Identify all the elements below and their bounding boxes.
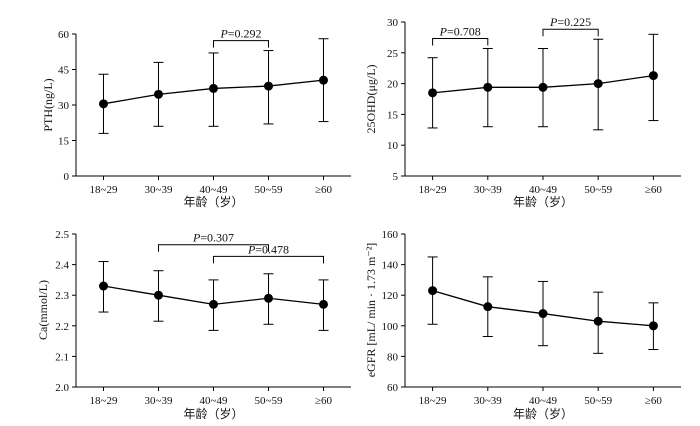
data-point bbox=[99, 99, 108, 109]
y-tick-label: 60 bbox=[387, 382, 399, 394]
y-axis-title: 25OHD(μg/L) bbox=[364, 64, 378, 133]
chart-panel-2: 5 10 15 20 25 30 18~29 30~39 40~49 50~59 ≥60 年龄（岁） 2… bbox=[364, 15, 681, 209]
x-axis-title: 年龄（岁） bbox=[183, 194, 243, 209]
x-tick-label: 40~49 bbox=[529, 395, 557, 407]
data-point bbox=[319, 75, 328, 85]
chart-panel-4: 60 80 100 120 140 160 18~29 30~39 40~49 50~59 ≥60 年… bbox=[364, 229, 681, 421]
y-tick-label: 120 bbox=[382, 290, 399, 302]
x-tick-label: ≥60 bbox=[315, 184, 333, 196]
significance-bracket bbox=[158, 244, 269, 252]
y-tick-label: 15 bbox=[58, 136, 70, 148]
data-point bbox=[154, 89, 163, 99]
x-axis-title: 年龄（岁） bbox=[183, 406, 243, 421]
x-tick-label: 50~59 bbox=[255, 395, 283, 407]
data-point bbox=[154, 290, 163, 300]
data-point bbox=[428, 286, 438, 296]
x-tick-label: 40~49 bbox=[200, 184, 228, 196]
y-tick-label: 20 bbox=[387, 79, 399, 91]
data-point bbox=[648, 71, 658, 81]
x-tick-label: ≥60 bbox=[645, 395, 663, 407]
data-point bbox=[483, 82, 493, 92]
y-tick-label: 2.5 bbox=[55, 229, 69, 241]
y-tick-label: 45 bbox=[58, 65, 70, 77]
data-point bbox=[319, 299, 328, 309]
y-tick-label: 2.3 bbox=[55, 290, 69, 302]
data-point bbox=[428, 88, 438, 98]
significance-bracket bbox=[542, 28, 599, 37]
data-point bbox=[99, 281, 108, 291]
data-point bbox=[209, 299, 218, 309]
y-tick-label: 2.1 bbox=[55, 351, 69, 363]
x-tick-label: 18~29 bbox=[90, 395, 118, 407]
data-point bbox=[538, 82, 548, 92]
y-axis-title: PTH(ng/L) bbox=[41, 78, 55, 131]
x-axis-title: 年龄（岁） bbox=[513, 406, 573, 421]
x-tick-label: 40~49 bbox=[200, 395, 228, 407]
y-tick-label: 100 bbox=[382, 321, 399, 333]
x-tick-label: ≥60 bbox=[315, 395, 333, 407]
y-tick-label: 5 bbox=[393, 171, 399, 183]
y-tick-label: 2.0 bbox=[55, 382, 69, 394]
y-tick-label: 0 bbox=[64, 171, 70, 183]
y-tick-label: 160 bbox=[382, 229, 399, 241]
x-tick-label: 50~59 bbox=[584, 395, 612, 407]
data-point bbox=[593, 316, 603, 326]
y-tick-label: 2.4 bbox=[55, 260, 69, 272]
data-point bbox=[483, 302, 493, 312]
y-tick-label: 30 bbox=[58, 100, 70, 112]
y-axis-title: eGFR [mL/ min · 1.73 m⁻²] bbox=[364, 243, 378, 378]
chart-panel-1: 0 15 30 45 60 18~29 30~39 40~49 50~59 ≥60 年龄（岁） PTH… bbox=[41, 27, 351, 209]
x-tick-label: 50~59 bbox=[584, 184, 612, 196]
data-point bbox=[538, 309, 548, 319]
p-value-label: P=0.307 bbox=[192, 231, 234, 245]
y-axis-title: Ca(mmol/L) bbox=[36, 280, 50, 340]
p-value-label: P=0.708 bbox=[439, 24, 481, 38]
p-value-label: P=0.292 bbox=[219, 27, 261, 41]
x-tick-label: ≥60 bbox=[645, 184, 663, 196]
chart-panel-3: 2.0 2.1 2.2 2.3 2.4 2.5 18~29 30~39 40~49 50~59 ≥6… bbox=[36, 229, 351, 421]
x-axis-title: 年龄（岁） bbox=[513, 194, 573, 209]
x-tick-label: 50~59 bbox=[255, 184, 283, 196]
y-tick-label: 15 bbox=[387, 109, 399, 121]
x-tick-label: 40~49 bbox=[529, 184, 557, 196]
y-tick-label: 80 bbox=[387, 351, 399, 363]
x-tick-label: 30~39 bbox=[145, 395, 173, 407]
y-tick-label: 10 bbox=[387, 140, 399, 152]
data-point bbox=[209, 83, 218, 93]
y-tick-label: 30 bbox=[387, 17, 399, 29]
x-tick-label: 30~39 bbox=[474, 184, 502, 196]
x-tick-label: 18~29 bbox=[90, 184, 118, 196]
data-point bbox=[264, 293, 273, 303]
p-value-label: P=0.478 bbox=[247, 242, 289, 256]
y-tick-label: 140 bbox=[382, 260, 399, 272]
data-point bbox=[648, 321, 658, 331]
x-tick-label: 18~29 bbox=[419, 184, 447, 196]
x-tick-label: 30~39 bbox=[474, 395, 502, 407]
significance-bracket bbox=[432, 37, 489, 46]
x-tick-label: 18~29 bbox=[419, 395, 447, 407]
data-point bbox=[264, 81, 273, 91]
y-tick-label: 60 bbox=[58, 29, 70, 41]
p-value-label: P=0.225 bbox=[549, 15, 591, 29]
significance-bracket bbox=[213, 40, 269, 48]
y-tick-label: 25 bbox=[387, 48, 399, 60]
x-tick-label: 30~39 bbox=[145, 184, 173, 196]
significance-bracket bbox=[213, 255, 324, 264]
y-tick-label: 2.2 bbox=[55, 321, 69, 333]
data-point bbox=[593, 79, 603, 89]
